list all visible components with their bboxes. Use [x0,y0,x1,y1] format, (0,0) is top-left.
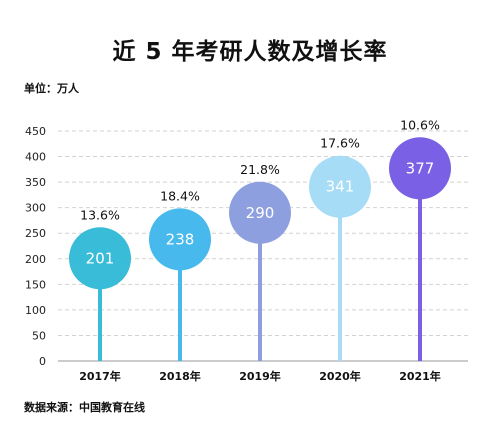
y-tick-label: 100 [25,304,46,317]
data-bubble [229,181,291,244]
bar-stem [338,186,342,361]
bar-stem [258,212,262,361]
x-tick-label: 2020年 [319,369,361,383]
x-tick-label: 2017年 [79,369,121,383]
growth-rate-label: 13.6% [80,207,120,222]
growth-rate-label: 18.4% [160,188,200,203]
unit-label: 单位：万人 [24,82,79,95]
y-tick-label: 400 [25,151,46,164]
data-label: 341 [326,178,355,196]
bar-stem [98,258,102,361]
y-tick-label: 350 [25,176,46,189]
y-tick-label: 250 [25,227,46,240]
growth-rate-label: 21.8% [240,162,280,177]
x-tick-label: 2018年 [159,369,201,383]
y-tick-label: 150 [25,278,46,291]
data-label: 238 [166,230,195,248]
y-tick-label: 50 [32,329,46,342]
data-label: 290 [246,204,275,222]
data-bubble [309,155,371,218]
data-bubble [389,137,451,200]
y-tick-label: 300 [25,202,46,215]
data-label: 377 [406,159,435,177]
chart-title: 近 5 年考研人数及增长率 [112,39,388,65]
x-tick-label: 2021年 [399,369,441,383]
y-tick-label: 0 [39,355,46,368]
y-tick-label: 450 [25,125,46,138]
growth-rate-label: 10.6% [400,117,440,132]
y-tick-label: 200 [25,253,46,266]
bar-stem [418,168,422,361]
bar-stem [178,239,182,361]
data-bubble [69,227,131,290]
x-tick-label: 2019年 [239,369,281,383]
source-label: 数据来源：中国教育在线 [24,401,145,414]
data-bubble [149,208,211,271]
data-label: 201 [86,249,115,267]
growth-rate-label: 17.6% [320,136,360,151]
